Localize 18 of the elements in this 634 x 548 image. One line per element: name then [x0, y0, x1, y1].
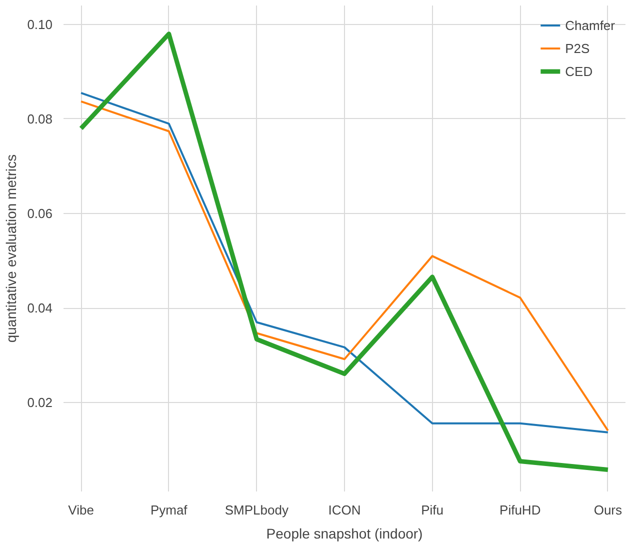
legend-label: CED: [565, 64, 593, 78]
x-tick-label: ICON: [328, 502, 361, 518]
x-tick-label: Pifu: [421, 502, 444, 518]
x-tick-label: PifuHD: [500, 502, 541, 518]
line-series: [78, 32, 610, 472]
y-tick-label: 0.06: [27, 206, 53, 222]
legend-label: P2S: [565, 40, 590, 56]
y-tick-label: 0.02: [27, 395, 53, 410]
y-tick-label: 0.10: [27, 16, 53, 32]
x-tick-label: Pymaf: [150, 502, 188, 518]
legend-label: Chamfer: [565, 18, 615, 32]
x-tick-label: Ours: [594, 502, 623, 518]
y-tick-label: 0.04: [27, 300, 53, 316]
x-axis-title: People snapshot (indoor): [266, 526, 423, 542]
x-tick-label: Vibe: [68, 502, 94, 518]
y-axis-title: quantitative evaluation metrics: [3, 154, 20, 343]
x-tick-label: SMPLbody: [224, 502, 289, 518]
y-tick-label: 0.08: [27, 111, 53, 126]
